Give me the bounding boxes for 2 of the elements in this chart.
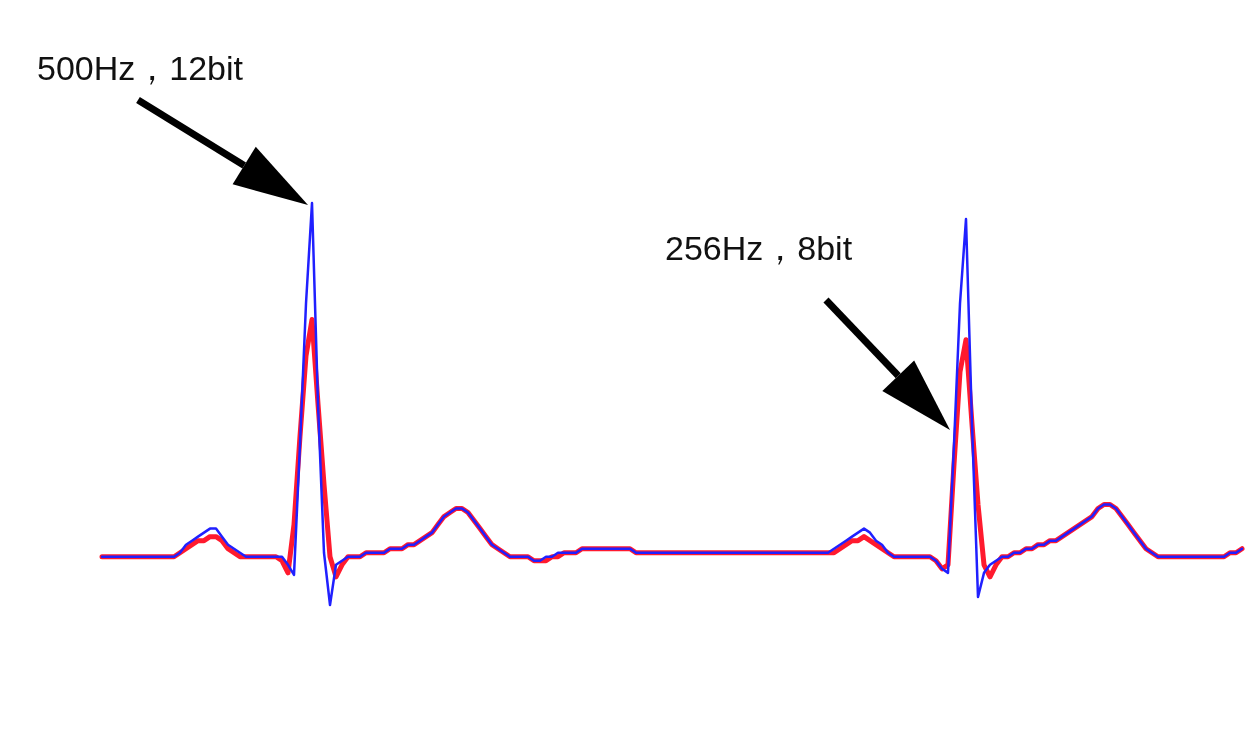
text: 500Hz，12bit [37, 49, 244, 87]
annotation: 256Hz，8bit [665, 229, 853, 267]
